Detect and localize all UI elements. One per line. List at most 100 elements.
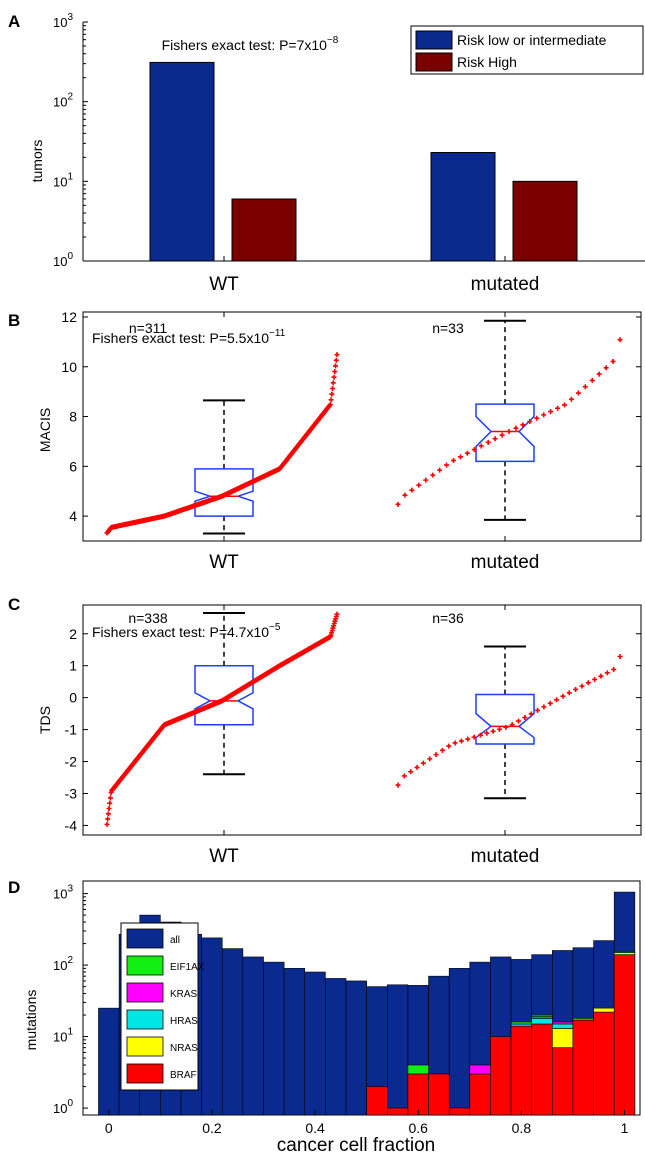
legend-swatch — [126, 955, 164, 976]
bar-nras — [593, 1007, 615, 1013]
bar-braf — [593, 1011, 615, 1116]
data-point — [444, 462, 450, 468]
bar-braf — [469, 1073, 491, 1116]
x-tick-label: mutated — [471, 846, 540, 867]
data-point — [492, 436, 498, 442]
x-tick-label: 0 — [105, 1120, 113, 1136]
bar-braf — [366, 1086, 388, 1116]
data-point — [547, 700, 553, 706]
y-tick-label: 102 — [53, 955, 73, 973]
x-tick-label: 1 — [621, 1120, 629, 1136]
y-axis-label: TDS — [37, 706, 53, 734]
data-point — [575, 390, 581, 396]
bar-hras — [552, 1023, 574, 1029]
data-point — [107, 795, 113, 801]
x-tick-label: 0.6 — [408, 1120, 428, 1136]
n-label: n=311 — [129, 320, 167, 336]
data-point — [420, 760, 426, 766]
y-tick-label: 103 — [53, 12, 73, 30]
y-tick-label: 103 — [53, 884, 73, 902]
fisher-annotation: Fishers exact test: P=4.7x10−5 — [92, 622, 281, 640]
x-tick-label: mutated — [471, 274, 540, 295]
data-point — [562, 402, 567, 408]
legend-box — [120, 922, 199, 1091]
legend-swatch — [415, 30, 453, 50]
data-point — [485, 439, 491, 445]
legend: Risk low or intermediate Risk High — [410, 25, 644, 75]
legend-label: EIF1AX — [170, 962, 205, 973]
y-tick-label: -4 — [65, 817, 78, 833]
data-point — [541, 704, 547, 710]
legend-swatch — [415, 52, 453, 72]
panel-d: D mutations cancer cell fraction 100 101 1… — [8, 878, 641, 1156]
data-point — [427, 756, 433, 762]
data-point — [603, 365, 609, 371]
data-point — [452, 740, 458, 746]
data-point — [332, 369, 338, 375]
legend-label: NRAS — [170, 1043, 198, 1054]
data-point — [589, 377, 595, 383]
y-tick-label: 100 — [53, 251, 73, 269]
bar-all — [263, 961, 285, 1116]
data-point — [477, 732, 483, 738]
data-point — [334, 611, 340, 617]
x-axis-label: cancer cell fraction — [277, 1135, 435, 1156]
y-tick-label: 4 — [69, 508, 77, 524]
bar-braf — [531, 1023, 553, 1116]
bar-braf — [510, 1025, 532, 1116]
bar-eif1ax — [407, 1064, 429, 1075]
n-label: n=36 — [432, 610, 464, 626]
y-axis-label: mutations — [23, 990, 39, 1051]
data-point — [331, 374, 337, 380]
y-tick-label: 101 — [53, 1027, 73, 1045]
data-point — [395, 501, 401, 507]
data-point — [433, 752, 439, 758]
data-point — [414, 764, 420, 770]
bar-braf — [613, 954, 636, 1116]
y-tick-label: 101 — [53, 171, 73, 189]
bar-all — [98, 1007, 120, 1116]
data-point — [395, 782, 401, 788]
data-point — [490, 728, 496, 734]
bar-all — [448, 968, 471, 1116]
data-point — [451, 457, 456, 463]
data-point — [471, 734, 477, 740]
y-tick-label: 2 — [69, 626, 77, 642]
panel-label-b: B — [8, 311, 20, 330]
legend-swatch — [126, 982, 164, 1003]
data-point — [334, 352, 340, 358]
data-point — [568, 396, 574, 402]
data-point — [496, 726, 502, 732]
y-tick-label: 12 — [61, 309, 77, 325]
panel-a: A tumors Fishers exact test: P=7x10−8 WT… — [8, 12, 645, 295]
x-tick-label: WT — [209, 552, 239, 573]
x-tick-label: 0.8 — [512, 1120, 532, 1136]
x-tick-label: WT — [209, 846, 239, 867]
bar-nras — [552, 1028, 574, 1048]
data-point — [484, 730, 490, 736]
legend-swatch — [126, 1009, 164, 1030]
bar-risk-low-or-intermediate — [430, 152, 496, 262]
data-point — [333, 357, 339, 363]
y-tick-label: 8 — [69, 409, 77, 425]
y-tick-label: -1 — [65, 722, 78, 738]
data-point — [464, 450, 470, 456]
legend-swatch — [126, 928, 164, 949]
bar-eif1ax — [572, 1018, 594, 1021]
bar-braf — [407, 1073, 429, 1116]
data-point — [554, 697, 560, 703]
data-point — [423, 477, 429, 483]
data-point — [465, 736, 471, 742]
data-point — [328, 397, 334, 403]
n-label: n=33 — [432, 320, 464, 336]
bar-risk-high — [512, 180, 578, 262]
data-point — [617, 654, 623, 660]
bar-all — [325, 978, 347, 1116]
data-point — [430, 472, 436, 478]
bar-eif1ax — [613, 951, 636, 953]
data-point — [408, 769, 414, 775]
data-point — [617, 337, 623, 343]
data-point — [520, 422, 526, 428]
bar-all — [201, 937, 223, 1116]
